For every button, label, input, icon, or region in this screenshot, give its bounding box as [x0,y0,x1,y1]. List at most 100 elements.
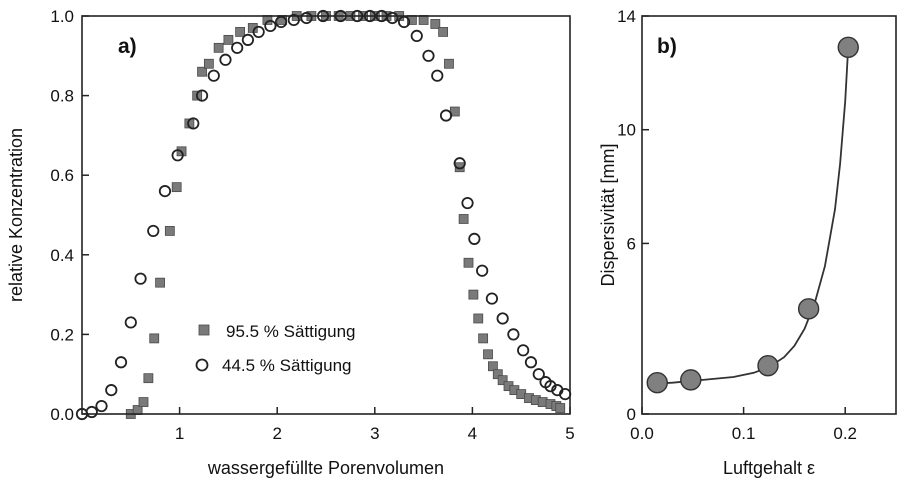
panel-b-ticks: 0.0 0.1 0.2 0 6 10 14 [617,7,857,443]
y-tick-label: 10 [617,121,636,140]
circle-point [147,224,160,238]
panel-b-data-points [646,36,859,394]
circle-point [453,157,466,170]
x-tick-label: 5 [565,424,574,443]
circle-point [468,232,481,245]
circle-point [134,272,147,285]
square-point [468,289,479,300]
circle-point [507,328,520,341]
square-point [438,27,449,37]
dispersivity-point [837,36,859,58]
circle-point [252,25,265,39]
circle-point [95,399,108,413]
panel-b-chart: 0.0 0.1 0.2 0 6 10 14 b) Luftgehalt ε Dispersi… [598,7,897,478]
panel-a-x-axis-title: wassergefüllte Porenvolumen [207,458,444,478]
square-point [478,333,489,344]
x-tick-label: 0.1 [732,424,756,443]
y-tick-label: 1.0 [50,7,74,26]
x-tick-label: 4 [468,424,477,443]
dispersivity-point [680,369,702,391]
circle-point [496,312,509,325]
legend-circle-marker [195,358,209,372]
circle-point [517,344,530,357]
circle-point [532,368,545,381]
square-point [164,226,175,236]
square-point [155,277,165,288]
x-tick-label: 2 [272,424,281,443]
dispersivity-point [797,298,820,320]
circle-point [231,41,244,54]
square-point [235,27,246,37]
circle-point [544,380,557,393]
legend-square-marker [198,324,210,336]
circle-point [287,13,300,27]
circle-point [195,89,209,102]
circle-point [219,53,232,66]
panel-a-plot-frame [81,15,571,415]
circle-point [124,316,137,329]
y-tick-label: 0.2 [50,325,74,344]
square-point [555,403,566,413]
dispersivity-point [757,354,779,377]
x-tick-label: 3 [370,424,379,443]
circle-point [461,196,474,210]
circle-point [485,292,499,305]
circle-point [300,11,313,25]
square-point [430,19,441,29]
circle-point [386,11,399,25]
circle-point [431,69,444,82]
panel-a-legend: 95.5 % Sättigung 44.5 % Sättigung [195,322,355,375]
square-point [483,349,493,360]
legend-label-95-5: 95.5 % Sättigung [226,322,355,341]
circle-point [422,49,435,62]
square-point [143,373,154,384]
circle-point [171,149,184,162]
circle-point [476,264,489,277]
panel-b-label: b) [657,35,677,58]
circle-point [105,384,118,397]
y-tick-label: 0.0 [50,405,74,424]
panel-a-label: a) [118,35,137,58]
y-tick-label: 14 [617,7,636,26]
square-point [473,313,484,324]
circle-point [207,69,220,82]
panel-a-chart: 1 2 3 4 5 0.0 0.2 0.4 0.6 0.8 1.0 a) wassergefüllt… [6,7,575,478]
panel-b-y-axis-title: Dispersivität [mm] [598,143,618,286]
circle-point [410,29,423,43]
y-tick-label: 0.6 [50,166,74,185]
circle-point [114,356,128,369]
square-point [197,66,207,77]
square-point [458,214,469,224]
square-point [138,397,149,407]
square-point [171,182,182,193]
square-point [149,333,160,344]
circle-point [264,19,277,33]
square-point [497,375,508,386]
dispersivity-point [646,372,668,394]
square-point [203,58,214,69]
y-tick-label: 0.4 [50,246,74,265]
circle-point [158,185,172,198]
x-tick-label: 0.0 [630,424,654,443]
panel-a-ticks: 1 2 3 4 5 0.0 0.2 0.4 0.6 0.8 1.0 [50,7,574,443]
y-tick-label: 0 [627,405,636,424]
circle-point [187,117,200,130]
square-point [444,58,454,69]
legend-label-44-5: 44.5 % Sättigung [222,356,351,375]
panel-b-fit-curve [647,47,850,385]
panel-a-y-axis-title: relative Konzentration [6,128,26,302]
y-tick-label: 6 [627,234,636,253]
circle-point [439,109,453,122]
y-tick-label: 0.8 [50,87,74,106]
x-tick-label: 0.2 [833,424,857,443]
panel-b-x-axis-title: Luftgehalt ε [723,458,815,478]
panel-b-plot-frame [641,15,897,415]
square-point [213,42,224,53]
circle-point [85,405,98,419]
circle-point [524,356,538,369]
circle-point [241,33,255,46]
square-point [223,34,234,45]
x-tick-label: 1 [175,424,184,443]
square-point [463,257,474,268]
